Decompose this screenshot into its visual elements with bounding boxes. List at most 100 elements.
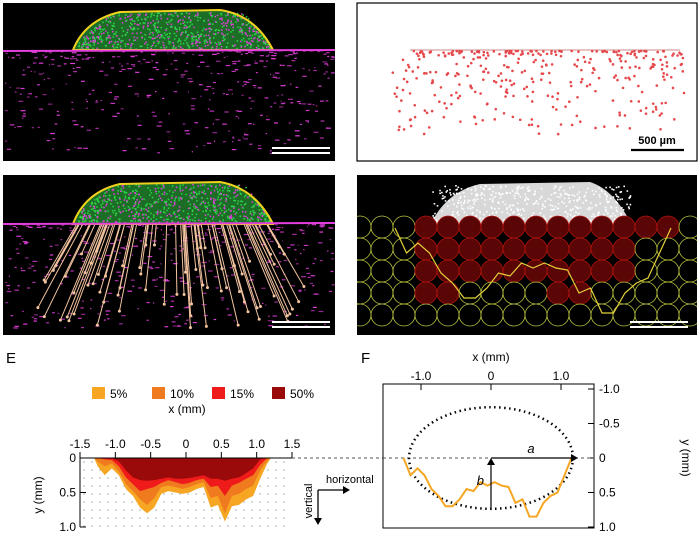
dome-cell [179, 186, 181, 189]
scattered-cell [288, 98, 293, 100]
dome-cell [526, 198, 529, 200]
dome-cell [178, 199, 180, 201]
dome-cell [159, 14, 162, 17]
panel-f-frame [382, 383, 595, 529]
scattered-cell [195, 145, 198, 148]
scattered-cell [273, 122, 278, 124]
dome-cell [574, 205, 576, 208]
dome-cell [153, 14, 155, 16]
dome-cell [174, 26, 176, 28]
dome-cell [568, 194, 571, 196]
dome-cell [448, 200, 450, 202]
dome-cell [505, 191, 508, 194]
scattered-cell [31, 316, 35, 318]
grid-circle [436, 215, 460, 239]
scattered-cell [151, 60, 154, 62]
dome-cell [510, 208, 513, 211]
dome-cell [239, 192, 242, 195]
dome-cell [114, 33, 116, 35]
dome-cell [122, 187, 125, 189]
scattered-cell [83, 251, 89, 253]
dome-cell [578, 196, 581, 199]
dome-cell [139, 196, 142, 198]
grid-dot [251, 517, 253, 519]
dome-cell [209, 198, 212, 201]
scattered-cell [15, 54, 20, 56]
dome-cell [116, 46, 119, 49]
dome-cell [261, 215, 264, 217]
scattered-cell [208, 270, 213, 272]
dome-cell [171, 194, 174, 197]
scattered-cell [122, 260, 124, 262]
dome-cell [617, 186, 620, 188]
dome-cell [158, 190, 160, 193]
cell-dot [630, 50, 634, 54]
dome-cell [155, 184, 158, 186]
dome-cell [228, 190, 231, 192]
dome-cell [256, 31, 258, 33]
dome-cell [162, 41, 164, 44]
scattered-cell [238, 245, 240, 247]
cell-dot [473, 90, 477, 94]
dome-cell [93, 36, 95, 39]
cell-dot [554, 53, 558, 57]
cell-track [37, 224, 83, 308]
track-endpoint [162, 302, 166, 306]
dome-cell [144, 42, 146, 45]
dome-cell [245, 194, 247, 196]
scattered-cell [173, 232, 175, 234]
dome-cell [128, 198, 131, 200]
dome-cell [214, 15, 217, 18]
scattered-cell [325, 100, 329, 102]
dome-cell [118, 14, 120, 17]
scattered-cell [49, 52, 53, 54]
dome-cell [171, 220, 173, 222]
cell-dot [498, 52, 501, 56]
dome-cell [463, 202, 465, 205]
cell-dot [654, 108, 658, 111]
scattered-cell [232, 141, 234, 143]
scattered-cell [150, 53, 156, 55]
dome-cell [147, 207, 150, 209]
dome-cell [156, 26, 159, 29]
dome-cell [612, 196, 615, 198]
scattered-cell [327, 55, 330, 58]
track-endpoint [138, 266, 142, 270]
dome-cell [505, 185, 507, 188]
grid-dot [147, 517, 149, 519]
dome-cell [87, 212, 89, 214]
scattered-cell [192, 322, 197, 324]
dome-cell [108, 35, 111, 37]
scattered-cell [283, 259, 288, 262]
dome-cell [183, 218, 185, 221]
dome-cell [148, 203, 151, 205]
dome-cell [180, 217, 182, 220]
dome-cell [177, 15, 179, 18]
dome-cell [83, 214, 85, 216]
dome-cell [516, 207, 518, 210]
dome-cell [568, 201, 571, 204]
dome-cell [186, 35, 189, 38]
dome-cell [189, 19, 192, 21]
dome-cell [112, 46, 115, 48]
dome-cell [471, 213, 474, 215]
grid-dot [107, 501, 109, 503]
scattered-cell [25, 225, 30, 227]
dome-cell [251, 34, 254, 37]
dome-cell [256, 38, 259, 40]
dome-cell [579, 207, 582, 209]
dome-cell [191, 40, 193, 43]
dome-cell [223, 187, 226, 190]
dome-cell [108, 194, 111, 197]
dome-cell [248, 30, 251, 32]
scattered-cell [294, 249, 297, 251]
dome-cell [193, 195, 196, 198]
grid-circle [524, 215, 548, 239]
dome-cell [196, 31, 199, 33]
cell-dot [560, 50, 563, 53]
scattered-cell [215, 119, 220, 121]
dome-cell [551, 209, 554, 211]
cell-dot [504, 54, 508, 58]
scattered-cell [38, 73, 43, 75]
dome-cell [610, 206, 612, 208]
